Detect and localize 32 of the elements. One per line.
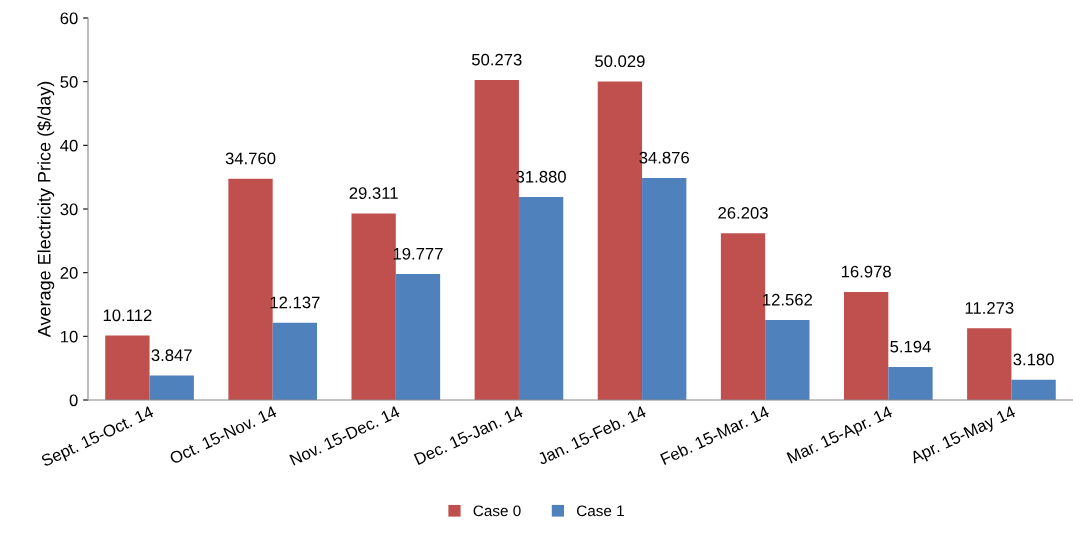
- y-tick-label: 40: [60, 139, 78, 152]
- legend-label: Case 1: [577, 505, 624, 517]
- bar: [967, 328, 1012, 400]
- data-label: 5.194: [890, 340, 931, 353]
- bar: [518, 197, 564, 400]
- bar: [395, 274, 441, 400]
- y-tick-label: 20: [60, 267, 78, 279]
- legend-label: Case 0: [473, 505, 521, 517]
- bar: [843, 291, 889, 400]
- y-tick-label: 30: [60, 203, 78, 216]
- data-label: 11.273: [965, 302, 1014, 314]
- data-label: 50.273: [471, 53, 522, 66]
- data-label: 29.311: [349, 187, 398, 199]
- y-tick-label: 60: [60, 12, 78, 25]
- data-label: 26.203: [718, 206, 768, 219]
- y-tick-label: 50: [60, 76, 78, 88]
- data-label: 16.978: [841, 265, 891, 278]
- data-label: 34.760: [225, 152, 276, 165]
- bar: [888, 366, 933, 400]
- data-label: 10.112: [103, 309, 152, 322]
- y-tick-label: 0: [69, 394, 78, 407]
- data-label: 3.847: [151, 349, 192, 362]
- bar: [642, 177, 687, 400]
- bar: [272, 322, 318, 400]
- y-axis-title: Average Electricity Price ($/day): [37, 81, 55, 338]
- data-label: 50.029: [595, 55, 645, 68]
- y-tick-label: 10: [61, 330, 78, 343]
- bar: [105, 335, 150, 400]
- bar: [149, 375, 194, 400]
- data-label: 3.180: [1013, 353, 1054, 366]
- bar: [1011, 379, 1056, 400]
- bar: [765, 320, 810, 400]
